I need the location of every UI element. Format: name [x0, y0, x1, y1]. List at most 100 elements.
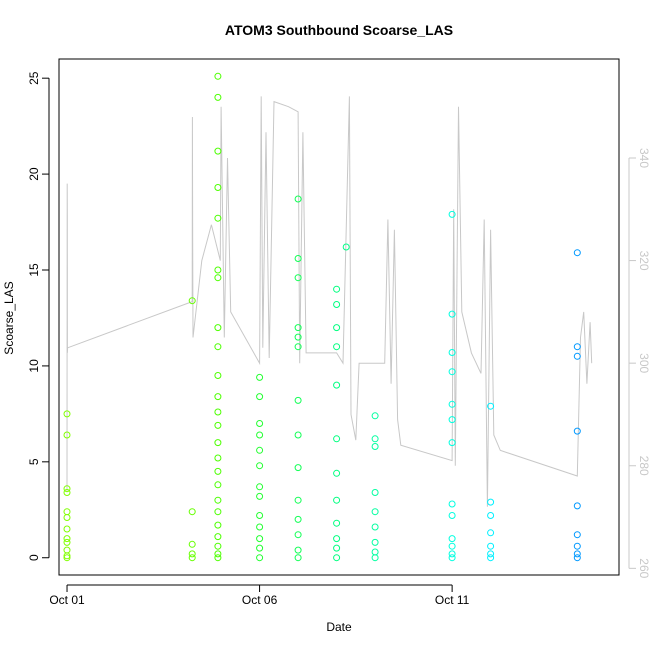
- data-point: [448, 550, 456, 558]
- data-point: [256, 483, 264, 491]
- data-point: [188, 550, 196, 558]
- data-point: [371, 548, 379, 556]
- plot-frame: [58, 58, 620, 576]
- data-point: [487, 542, 495, 550]
- data-point: [214, 508, 222, 516]
- right-tick-label: 340: [637, 148, 650, 168]
- data-point: [214, 521, 222, 529]
- data-point: [448, 500, 456, 508]
- data-point: [573, 502, 581, 510]
- data-point: [294, 333, 302, 341]
- data-point: [573, 554, 581, 562]
- data-point: [448, 554, 456, 562]
- data-point: [371, 554, 379, 562]
- data-point: [573, 550, 581, 558]
- data-point: [63, 554, 71, 562]
- data-point: [63, 525, 71, 533]
- y-tick-label: 0: [27, 554, 41, 561]
- data-point: [63, 535, 71, 543]
- data-point: [256, 446, 264, 454]
- x-axis-label: Date: [326, 620, 352, 634]
- data-point: [214, 372, 222, 379]
- data-point: [333, 435, 341, 443]
- data-point: [294, 515, 302, 523]
- data-point: [333, 381, 341, 389]
- data-point: [214, 533, 222, 541]
- y-tick-label: 20: [27, 167, 41, 181]
- data-point: [214, 439, 222, 447]
- right-tick-label: 280: [637, 456, 650, 476]
- data-point: [333, 343, 341, 351]
- data-point: [188, 540, 196, 548]
- data-point: [573, 542, 581, 550]
- data-point: [333, 285, 341, 293]
- data-point: [342, 243, 350, 251]
- data-point: [256, 523, 264, 531]
- chart-title: ATOM3 Southbound Scoarse_LAS: [225, 22, 453, 38]
- data-point: [294, 396, 302, 404]
- data-point: [256, 535, 264, 543]
- data-point: [573, 531, 581, 539]
- data-point: [256, 393, 264, 401]
- points-layer: [63, 72, 581, 562]
- data-point: [371, 489, 379, 496]
- data-point: [188, 554, 196, 562]
- data-point: [487, 529, 495, 537]
- data-point: [448, 542, 456, 550]
- data-point: [63, 410, 71, 418]
- data-point: [214, 421, 222, 429]
- data-point: [256, 420, 264, 427]
- data-point: [188, 297, 196, 305]
- data-point: [256, 512, 264, 519]
- data-point: [294, 195, 302, 203]
- data-point: [573, 249, 581, 257]
- data-point: [573, 352, 581, 360]
- data-point: [448, 368, 456, 376]
- data-point: [214, 184, 222, 191]
- data-point: [63, 538, 71, 546]
- data-point: [371, 443, 379, 450]
- data-point: [214, 554, 222, 562]
- y-tick-label: 5: [27, 458, 41, 465]
- data-point: [214, 214, 222, 222]
- data-point: [333, 324, 341, 332]
- data-point: [294, 531, 302, 539]
- data-point: [333, 519, 341, 527]
- data-point: [487, 498, 495, 506]
- axes-layer: 0 5 10 15 20 25 Oct 01 Oct 06 Oct 11 260 280 300 320…: [27, 71, 650, 607]
- data-point: [214, 496, 222, 504]
- data-point: [448, 349, 456, 356]
- secondary-series-layer: [66, 96, 593, 507]
- data-point: [487, 550, 495, 558]
- data-point: [448, 400, 456, 408]
- data-point: [333, 496, 341, 504]
- data-point: [448, 439, 456, 447]
- data-point: [371, 412, 379, 420]
- data-point: [573, 343, 581, 351]
- right-tick-label: 260: [637, 558, 650, 578]
- data-point: [448, 416, 456, 424]
- data-point: [188, 508, 196, 516]
- data-point: [448, 535, 456, 543]
- data-point: [63, 546, 71, 554]
- data-point: [214, 408, 222, 416]
- data-point: [487, 554, 495, 562]
- data-point: [333, 544, 341, 552]
- right-tick-label: 320: [637, 251, 650, 271]
- data-point: [333, 554, 341, 562]
- data-point: [214, 266, 222, 274]
- data-point: [371, 523, 379, 531]
- secondary-series-line: [66, 96, 593, 507]
- data-point: [294, 324, 302, 332]
- data-point: [371, 508, 379, 516]
- x-tick-label: Oct 06: [242, 593, 278, 607]
- y-tick-label: 15: [27, 263, 41, 277]
- data-point: [256, 544, 264, 552]
- data-point: [256, 462, 264, 470]
- data-point: [333, 301, 341, 308]
- data-point: [294, 255, 302, 262]
- data-point: [294, 464, 302, 472]
- data-point: [214, 542, 222, 550]
- data-point: [214, 147, 222, 155]
